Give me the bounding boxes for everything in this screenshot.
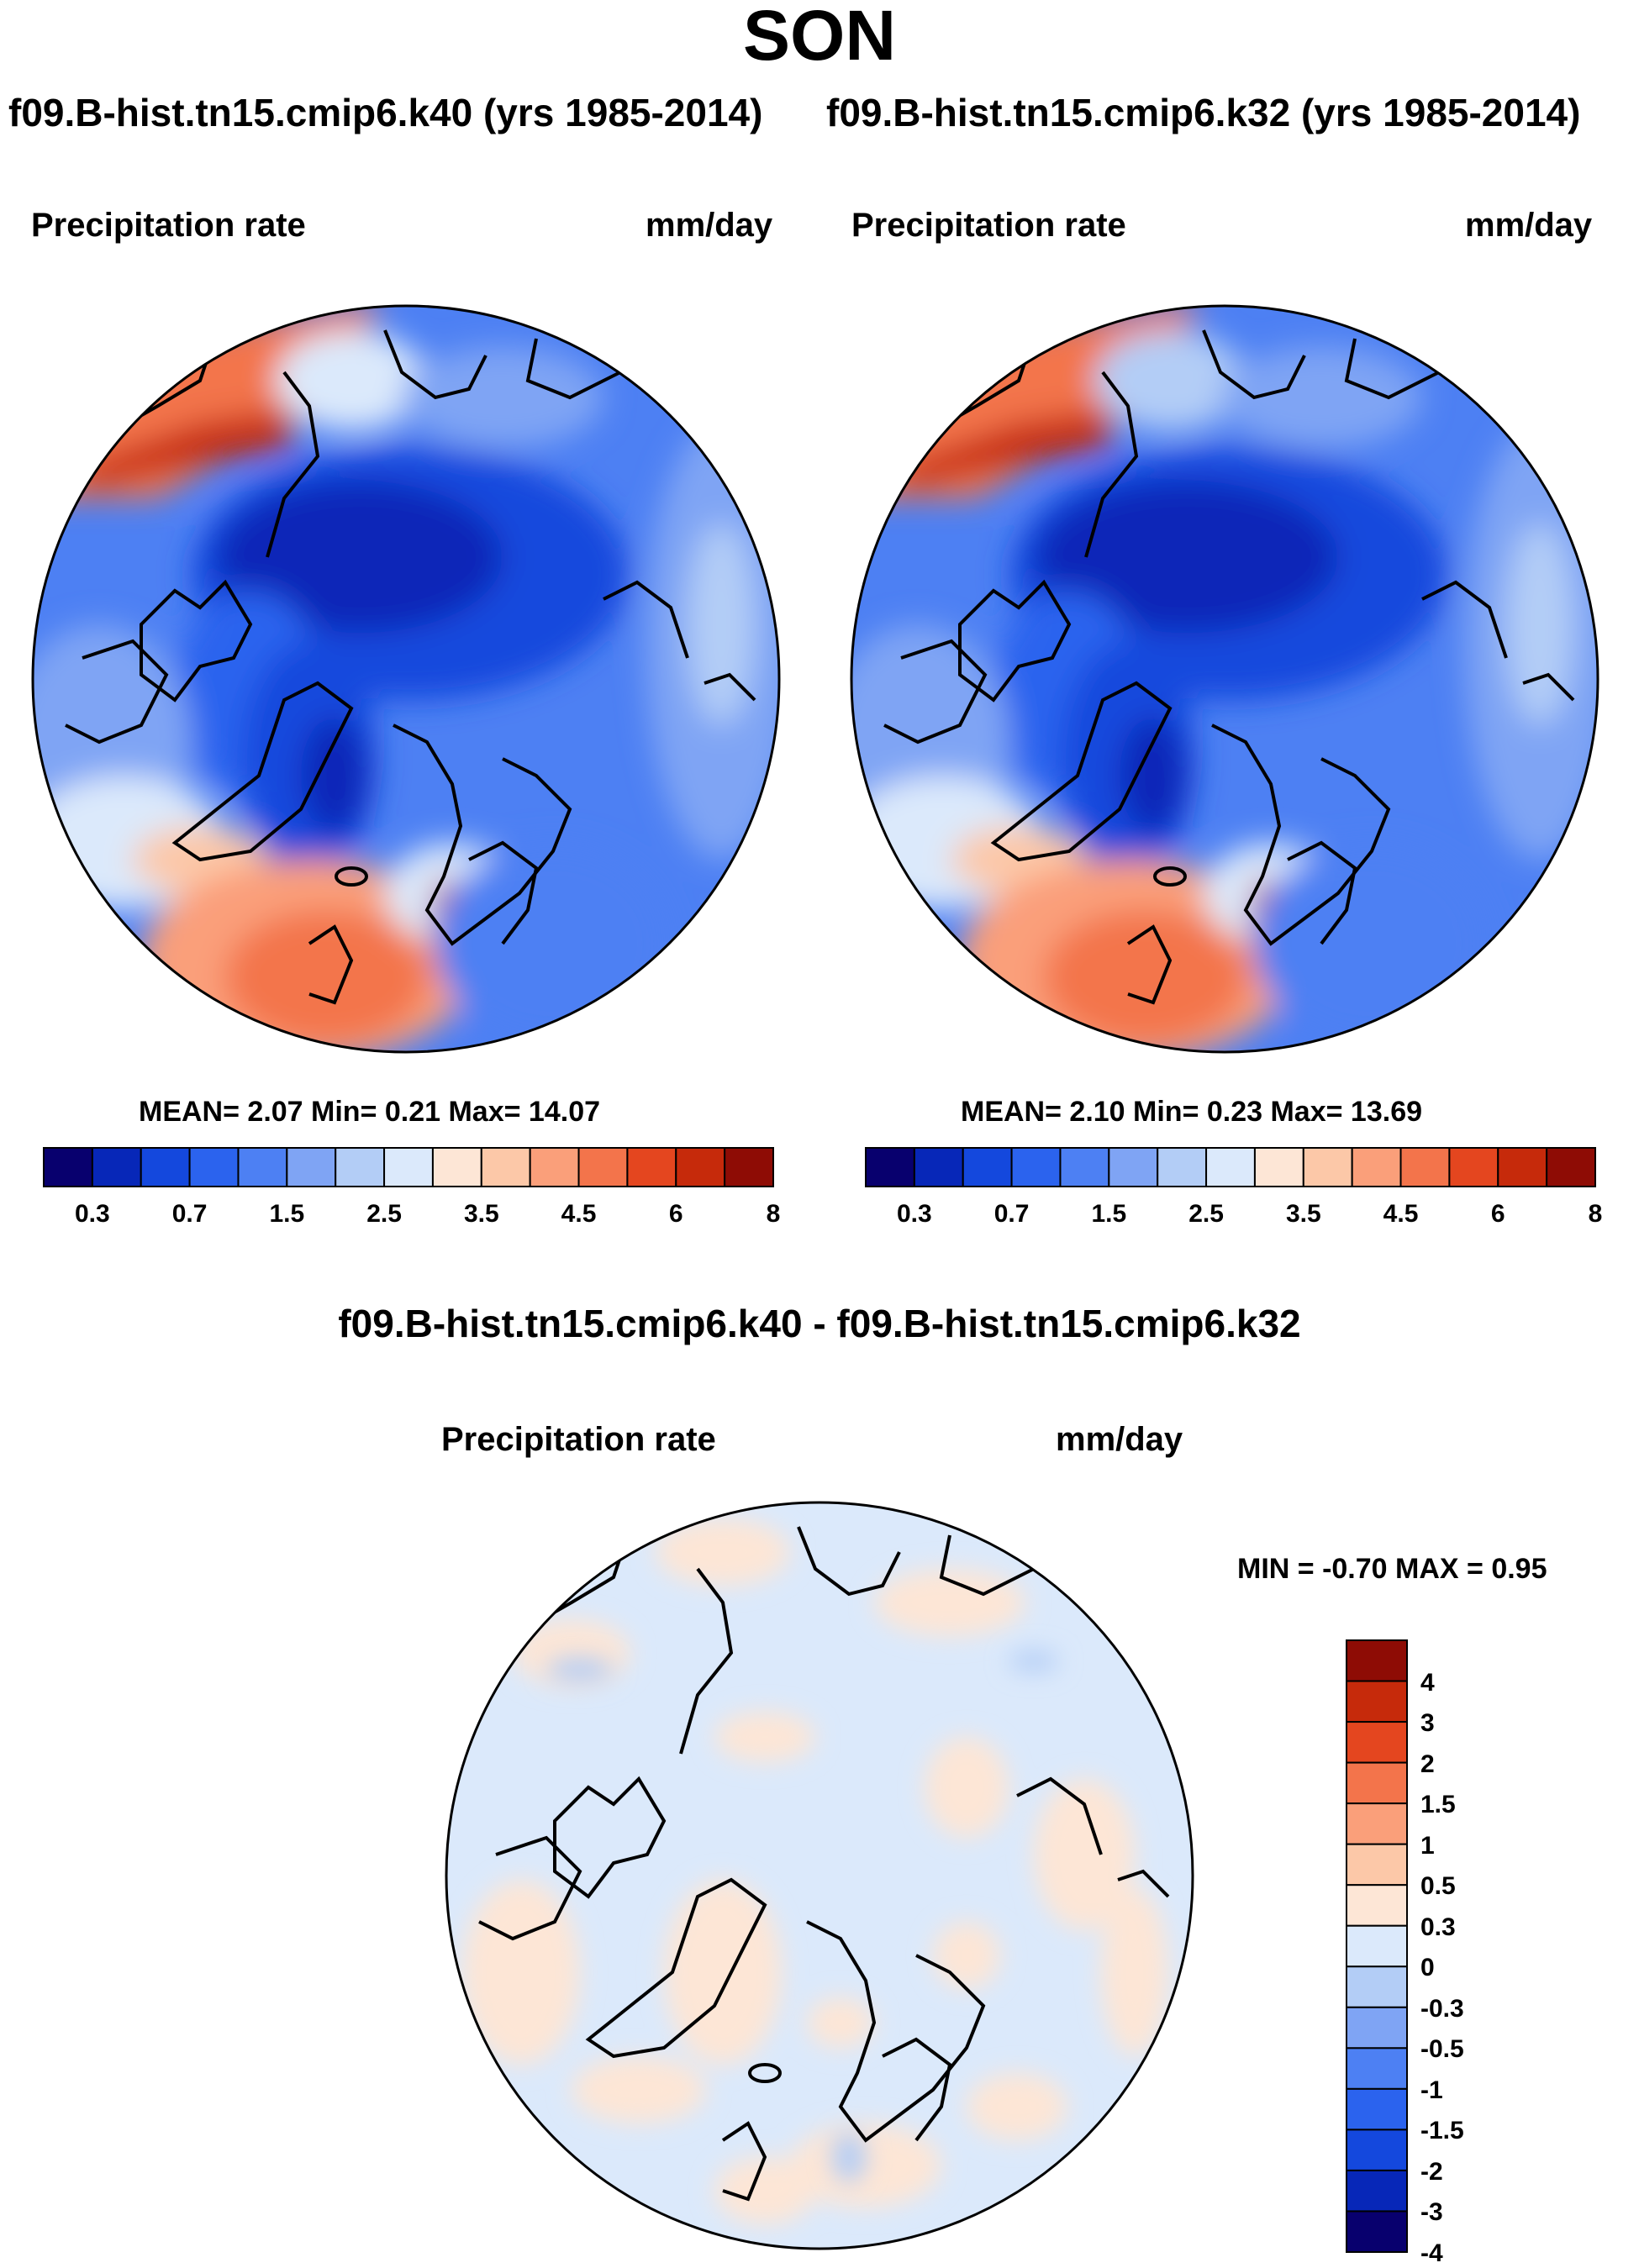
colorbar-difference-tick-label: 1 [1420, 1831, 1435, 1860]
panel3-units: mm/day [1056, 1421, 1183, 1458]
colorbar-k40-swatch [237, 1147, 288, 1187]
colorbar-k40-swatch [286, 1147, 337, 1187]
colorbar-k32-tick-label: 1.5 [1091, 1200, 1127, 1228]
colorbar-k40-swatch [626, 1147, 677, 1187]
colorbar-k32-swatch [1546, 1147, 1597, 1187]
case-title-left: f09.B-hist.tn15.cmip6.k40 (yrs 1985-2014… [8, 91, 763, 134]
colorbar-difference [1346, 1639, 1408, 2254]
colorbar-difference-swatch [1346, 1639, 1408, 1682]
colorbar-difference-tick-label: 1.5 [1420, 1791, 1456, 1819]
colorbar-k40-swatch [383, 1147, 434, 1187]
polar-map-difference [445, 1501, 1194, 2250]
colorbar-k40-tick-label: 0.7 [171, 1200, 208, 1228]
colorbar-k32-swatch [1059, 1147, 1110, 1187]
colorbar-difference-tick-label: -4 [1420, 2239, 1443, 2267]
colorbar-k40-tick-label: 3.5 [463, 1200, 499, 1228]
colorbar-difference-swatch [1346, 1965, 1408, 2008]
colorbar-difference-swatch [1346, 2169, 1408, 2213]
colorbar-difference-swatch [1346, 2129, 1408, 2171]
colorbar-k40-tick-label: 6 [668, 1200, 683, 1228]
colorbar-k32-swatch [1302, 1147, 1353, 1187]
colorbar-difference-tick-label: 4 [1420, 1668, 1435, 1697]
colorbar-k40-tick-label: 1.5 [269, 1200, 305, 1228]
colorbar-k40-swatch [91, 1147, 142, 1187]
colorbar-k32-swatch [1351, 1147, 1402, 1187]
colorbar-difference-swatch [1346, 2210, 1408, 2254]
colorbar-k32-tick-label: 6 [1490, 1200, 1505, 1228]
case-title-right: f09.B-hist.tn15.cmip6.k32 (yrs 1985-2014… [826, 91, 1581, 134]
colorbar-k32-swatch [913, 1147, 964, 1187]
colorbar-k40-swatch [140, 1147, 191, 1187]
colorbar-k40-swatch [431, 1147, 482, 1187]
colorbar-difference-ticks: 4 3 2 1.5 1 0.5 0.3 0 -0.3 -0.5 -1 -1.5 -2 -3 -4 [1420, 1640, 1521, 2267]
colorbar-k40-swatch [577, 1147, 629, 1187]
colorbar-k40-tick-label: 8 [766, 1200, 781, 1228]
colorbar-k32-swatch [1157, 1147, 1208, 1187]
colorbar-difference-swatch [1346, 2047, 1408, 2090]
colorbar-k40-swatch [335, 1147, 386, 1187]
colorbar-k32 [865, 1147, 1597, 1187]
colorbar-difference-swatch [1346, 1761, 1408, 1805]
panel2-units: mm/day [1465, 207, 1593, 244]
panel1-variable: Precipitation rate [31, 207, 306, 244]
colorbar-difference-tick-label: 2 [1420, 1750, 1435, 1778]
colorbar-k40-tick-label: 2.5 [366, 1200, 402, 1228]
colorbar-k40 [43, 1147, 775, 1187]
panel1-stats: MEAN= 2.07 Min= 0.21 Max= 14.07 [139, 1096, 601, 1128]
colorbar-difference-swatch [1346, 1924, 1408, 1968]
colorbar-k32-ticks: 0.3 0.7 1.5 2.5 3.5 4.5 6 8 [866, 1200, 1602, 1234]
colorbar-k40-swatch [724, 1147, 775, 1187]
colorbar-k32-swatch [1448, 1147, 1499, 1187]
colorbar-k40-tick-label: 0.3 [75, 1200, 110, 1228]
colorbar-difference-swatch [1346, 2006, 1408, 2050]
difference-title: f09.B-hist.tn15.cmip6.k40 - f09.B-hist.t… [338, 1302, 1301, 1345]
colorbar-k32-swatch [1108, 1147, 1159, 1187]
colorbar-difference-tick-label: 3 [1420, 1709, 1435, 1738]
colorbar-k40-swatch [480, 1147, 531, 1187]
colorbar-k32-swatch [1205, 1147, 1256, 1187]
colorbar-difference-tick-label: -1.5 [1420, 2117, 1464, 2145]
panel1-units: mm/day [646, 207, 773, 244]
panel2-variable: Precipitation rate [851, 207, 1126, 244]
colorbar-k32-swatch [1010, 1147, 1062, 1187]
colorbar-difference-tick-label: -1 [1420, 2076, 1443, 2104]
colorbar-k40-tick-label: 4.5 [561, 1200, 597, 1228]
colorbar-difference-swatch [1346, 1680, 1408, 1723]
colorbar-k32-tick-label: 8 [1588, 1200, 1603, 1228]
colorbar-difference-tick-label: -3 [1420, 2198, 1443, 2227]
colorbar-difference-tick-label: 0.5 [1420, 1872, 1456, 1901]
panel2-stats: MEAN= 2.10 Min= 0.23 Max= 13.69 [961, 1096, 1423, 1128]
colorbar-k32-tick-label: 0.3 [897, 1200, 932, 1228]
colorbar-difference-tick-label: -0.5 [1420, 2035, 1464, 2064]
colorbar-k32-swatch [865, 1147, 915, 1187]
colorbar-difference-tick-label: 0 [1420, 1954, 1435, 1982]
colorbar-k32-tick-label: 0.7 [993, 1200, 1030, 1228]
colorbar-k40-swatch [529, 1147, 580, 1187]
colorbar-k32-swatch [962, 1147, 1013, 1187]
colorbar-difference-swatch [1346, 1884, 1408, 1927]
season-title: SON [742, 0, 897, 75]
colorbar-difference-swatch [1346, 2087, 1408, 2131]
polar-map-k40 [31, 304, 781, 1054]
colorbar-k40-swatch [43, 1147, 93, 1187]
colorbar-k32-swatch [1399, 1147, 1451, 1187]
colorbar-difference-swatch [1346, 1802, 1408, 1845]
polar-map-k32 [850, 304, 1599, 1054]
colorbar-k40-swatch [675, 1147, 726, 1187]
colorbar-k32-swatch [1497, 1147, 1548, 1187]
colorbar-k32-tick-label: 2.5 [1188, 1200, 1224, 1228]
colorbar-difference-tick-label: -2 [1420, 2157, 1443, 2186]
colorbar-k32-tick-label: 4.5 [1383, 1200, 1419, 1228]
colorbar-k40-swatch [188, 1147, 240, 1187]
panel3-variable: Precipitation rate [441, 1421, 716, 1458]
colorbar-difference-tick-label: 0.3 [1420, 1913, 1456, 1941]
colorbar-difference-swatch [1346, 1721, 1408, 1764]
colorbar-difference-swatch [1346, 1843, 1408, 1886]
panel3-stats: MIN = -0.70 MAX = 0.95 [1237, 1553, 1547, 1585]
colorbar-k32-tick-label: 3.5 [1285, 1200, 1321, 1228]
colorbar-k32-swatch [1253, 1147, 1304, 1187]
colorbar-k40-ticks: 0.3 0.7 1.5 2.5 3.5 4.5 6 8 [44, 1200, 780, 1234]
colorbar-difference-tick-label: -0.3 [1420, 1994, 1464, 2023]
